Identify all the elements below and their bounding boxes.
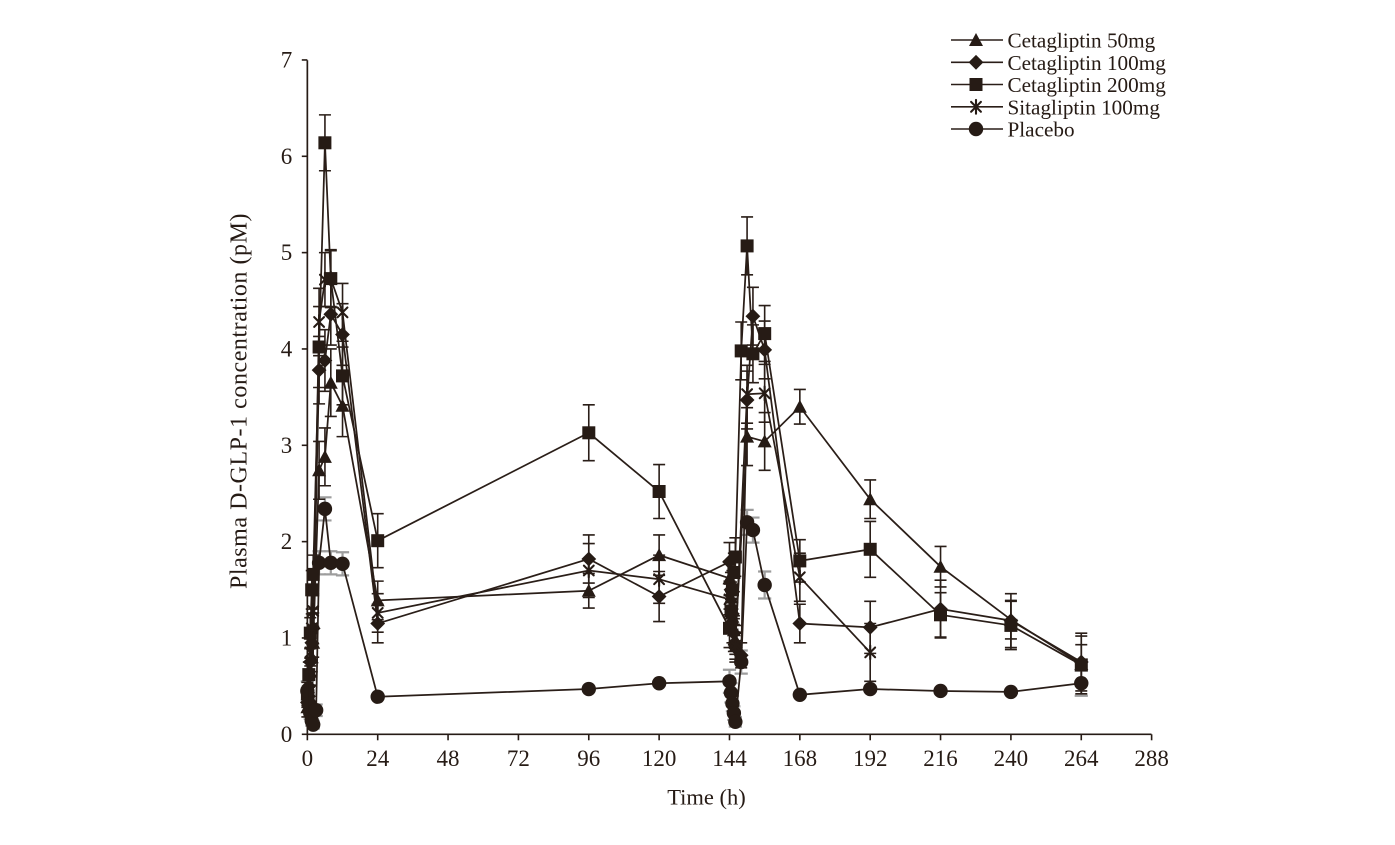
svg-text:168: 168: [783, 746, 818, 771]
svg-text:2: 2: [281, 529, 293, 554]
svg-text:Plasma D-GLP-1 concentration (: Plasma D-GLP-1 concentration (pM): [227, 213, 253, 589]
svg-text:5: 5: [281, 240, 293, 265]
svg-text:Cetagliptin 200mg: Cetagliptin 200mg: [1008, 73, 1167, 97]
svg-text:144: 144: [712, 746, 747, 771]
svg-text:240: 240: [994, 746, 1029, 771]
svg-text:Sitagliptin 100mg: Sitagliptin 100mg: [1008, 95, 1161, 119]
svg-text:Placebo: Placebo: [1008, 118, 1075, 142]
svg-text:Cetagliptin 50mg: Cetagliptin 50mg: [1008, 29, 1156, 53]
svg-text:4: 4: [281, 337, 293, 362]
svg-text:Cetagliptin 100mg: Cetagliptin 100mg: [1008, 51, 1167, 75]
svg-text:72: 72: [507, 746, 530, 771]
svg-text:Time (h): Time (h): [667, 785, 746, 810]
svg-text:48: 48: [437, 746, 460, 771]
svg-text:3: 3: [281, 433, 293, 458]
svg-text:120: 120: [642, 746, 677, 771]
svg-text:96: 96: [577, 746, 600, 771]
svg-text:7: 7: [281, 48, 293, 73]
svg-text:1: 1: [281, 626, 293, 651]
svg-text:24: 24: [366, 746, 390, 771]
svg-text:216: 216: [923, 746, 958, 771]
svg-text:288: 288: [1134, 746, 1169, 771]
svg-text:6: 6: [281, 144, 293, 169]
svg-text:264: 264: [1064, 746, 1099, 771]
svg-text:0: 0: [302, 746, 314, 771]
svg-text:0: 0: [281, 722, 293, 747]
svg-text:192: 192: [853, 746, 888, 771]
